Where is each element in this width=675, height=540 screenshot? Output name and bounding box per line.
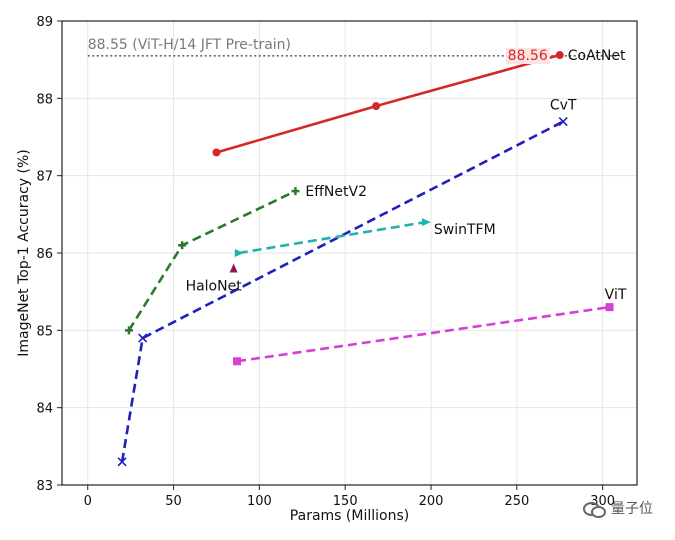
series-label-coatnet: CoAtNet [568, 48, 626, 64]
data-point-effnetv2 [291, 187, 300, 196]
y-tick-label: 87 [36, 170, 53, 185]
data-point-cvt [138, 333, 148, 343]
y-tick-label: 85 [36, 324, 53, 339]
series-line-swintfm [238, 220, 427, 255]
x-tick-label: 150 [333, 494, 358, 509]
watermark: 量子位 [583, 498, 653, 518]
reference-line-label: 88.55 (ViT-H/14 JFT Pre-train) [88, 37, 291, 53]
y-tick-label: 88 [36, 92, 53, 107]
data-point-swintfm [234, 249, 244, 257]
series-line-effnetv2 [127, 189, 296, 332]
y-tick-label: 86 [36, 247, 53, 262]
y-tick-label: 84 [36, 402, 53, 417]
data-point-effnetv2 [178, 241, 187, 250]
data-point-cvt [117, 457, 127, 467]
data-point-cvt [558, 116, 568, 127]
series-line-cvt [120, 120, 564, 463]
series-label-effnetv2: EffNetV2 [305, 184, 367, 200]
series-label-cvt: CvT [550, 98, 577, 114]
watermark-text: 量子位 [611, 501, 653, 517]
x-tick-label: 200 [419, 494, 444, 509]
data-point-vit [605, 303, 614, 312]
data-point-coatnet [555, 51, 564, 60]
series-label-halonet: HaloNet [186, 278, 243, 294]
highlight-value-label: 88.56 [508, 48, 548, 64]
series-label-vit: ViT [605, 287, 627, 303]
series-line-vit [236, 305, 610, 363]
x-tick-label: 250 [504, 494, 529, 509]
y-tick-label: 89 [36, 15, 53, 30]
data-point-swintfm [421, 218, 431, 227]
data-point-effnetv2 [124, 326, 133, 335]
series-line-coatnet [216, 53, 561, 154]
x-tick-label: 100 [247, 494, 272, 509]
data-point-coatnet [372, 102, 381, 111]
x-tick-label: 0 [84, 494, 92, 509]
data-point-halonet [229, 263, 238, 273]
wechat-icon [583, 500, 606, 518]
x-tick-label: 50 [165, 494, 182, 509]
x-axis-label: Params (Millions) [290, 508, 409, 524]
highlight-value-bg [505, 48, 550, 65]
y-axis-label: ImageNet Top-1 Accuracy (%) [16, 149, 32, 357]
y-tick-label: 83 [36, 479, 53, 494]
data-point-coatnet [212, 148, 221, 157]
data-point-vit [233, 357, 242, 366]
series-label-swintfm: SwinTFM [434, 222, 496, 238]
